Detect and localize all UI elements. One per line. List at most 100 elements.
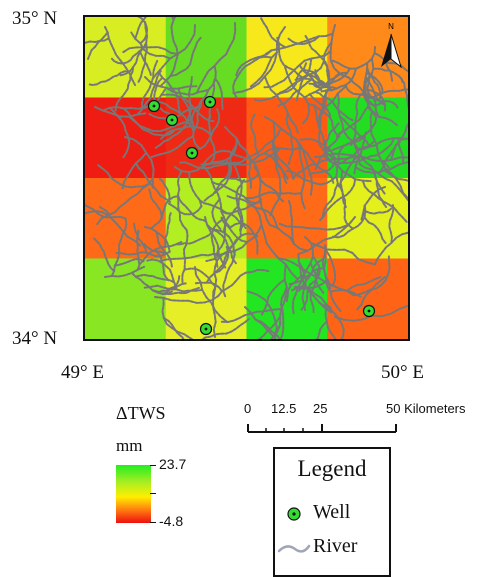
river: [158, 177, 171, 201]
lat-bottom-label: 34° N: [12, 328, 58, 349]
river: [308, 93, 332, 120]
river: [300, 67, 351, 86]
colorbar-tick-mid: [150, 493, 156, 494]
river: [315, 320, 328, 339]
river: [287, 199, 295, 245]
river: [362, 211, 388, 245]
river: [321, 182, 339, 218]
river: [285, 112, 294, 166]
river: [336, 183, 354, 230]
river: [97, 164, 150, 189]
river: [338, 155, 360, 188]
river: [360, 186, 386, 221]
river: [226, 195, 279, 229]
river: [87, 70, 131, 87]
river: [383, 169, 408, 182]
north-arrow-label: N: [388, 22, 394, 31]
river: [252, 165, 271, 226]
river: [318, 89, 328, 126]
river: [87, 31, 109, 60]
river: [114, 66, 135, 113]
river: [356, 276, 386, 311]
river: [313, 104, 327, 148]
river: [207, 114, 216, 165]
river: [110, 217, 128, 277]
river: [288, 267, 326, 286]
river: [99, 206, 142, 247]
river: [367, 106, 399, 128]
river: [143, 284, 204, 293]
river: [361, 179, 408, 224]
river: [155, 230, 174, 269]
river: [189, 64, 217, 126]
river: [102, 87, 167, 112]
river: [134, 17, 147, 40]
tws-colorbar: [116, 465, 151, 523]
river: [115, 250, 171, 258]
river: [201, 318, 250, 339]
river: [198, 108, 221, 150]
river: [301, 68, 327, 86]
river: [331, 204, 367, 239]
scale-tick-50: 50: [386, 401, 401, 416]
river: [139, 51, 153, 78]
river: [373, 231, 408, 266]
river: [136, 70, 162, 116]
river: [121, 151, 148, 190]
river: [194, 281, 223, 293]
river: [161, 296, 194, 339]
legend-item-river: River: [313, 535, 358, 557]
river: [152, 76, 171, 115]
river: [350, 91, 365, 146]
river: [146, 258, 178, 291]
river: [205, 251, 229, 284]
river: [248, 156, 285, 203]
tws-min-label: -4.8: [159, 513, 184, 529]
map-frame: N: [83, 15, 410, 341]
river: [384, 61, 408, 73]
river: [287, 35, 320, 46]
river: [85, 203, 127, 220]
river: [188, 171, 203, 208]
well-marker-5: [199, 322, 213, 336]
river-icon: [277, 544, 311, 553]
legend-title: Legend: [297, 456, 367, 481]
river: [249, 51, 278, 88]
legend-box: Legend Well River: [273, 447, 391, 577]
grid-cell-3-0: [85, 258, 167, 339]
river: [244, 306, 277, 339]
river: [212, 268, 271, 301]
river: [307, 103, 341, 138]
river: [271, 120, 278, 169]
river: [324, 244, 337, 287]
river: [202, 149, 248, 166]
river: [318, 86, 346, 146]
river: [363, 86, 387, 113]
well-marker-4: [185, 146, 199, 160]
river: [213, 246, 230, 275]
river: [314, 129, 345, 171]
grid-cell-2-2: [246, 178, 328, 259]
river: [309, 267, 320, 314]
river: [354, 161, 408, 175]
river: [135, 228, 141, 266]
river: [253, 73, 310, 102]
well-marker-3: [203, 95, 217, 109]
river: [164, 211, 172, 248]
tws-legend-unit: mm: [116, 436, 143, 455]
river: [334, 304, 408, 322]
scale-tick-50-group: 50 Kilometers: [386, 401, 466, 416]
river: [222, 204, 240, 232]
river: [169, 36, 202, 77]
river: [176, 170, 188, 232]
river: [346, 276, 382, 292]
river: [259, 17, 287, 49]
scale-tick-0: 0: [244, 401, 252, 416]
well-marker-2: [165, 113, 179, 127]
river: [314, 152, 408, 163]
river: [158, 252, 222, 263]
river: [92, 237, 116, 273]
river: [177, 195, 208, 224]
river: [254, 206, 299, 281]
grid-cell-2-3: [327, 178, 408, 259]
